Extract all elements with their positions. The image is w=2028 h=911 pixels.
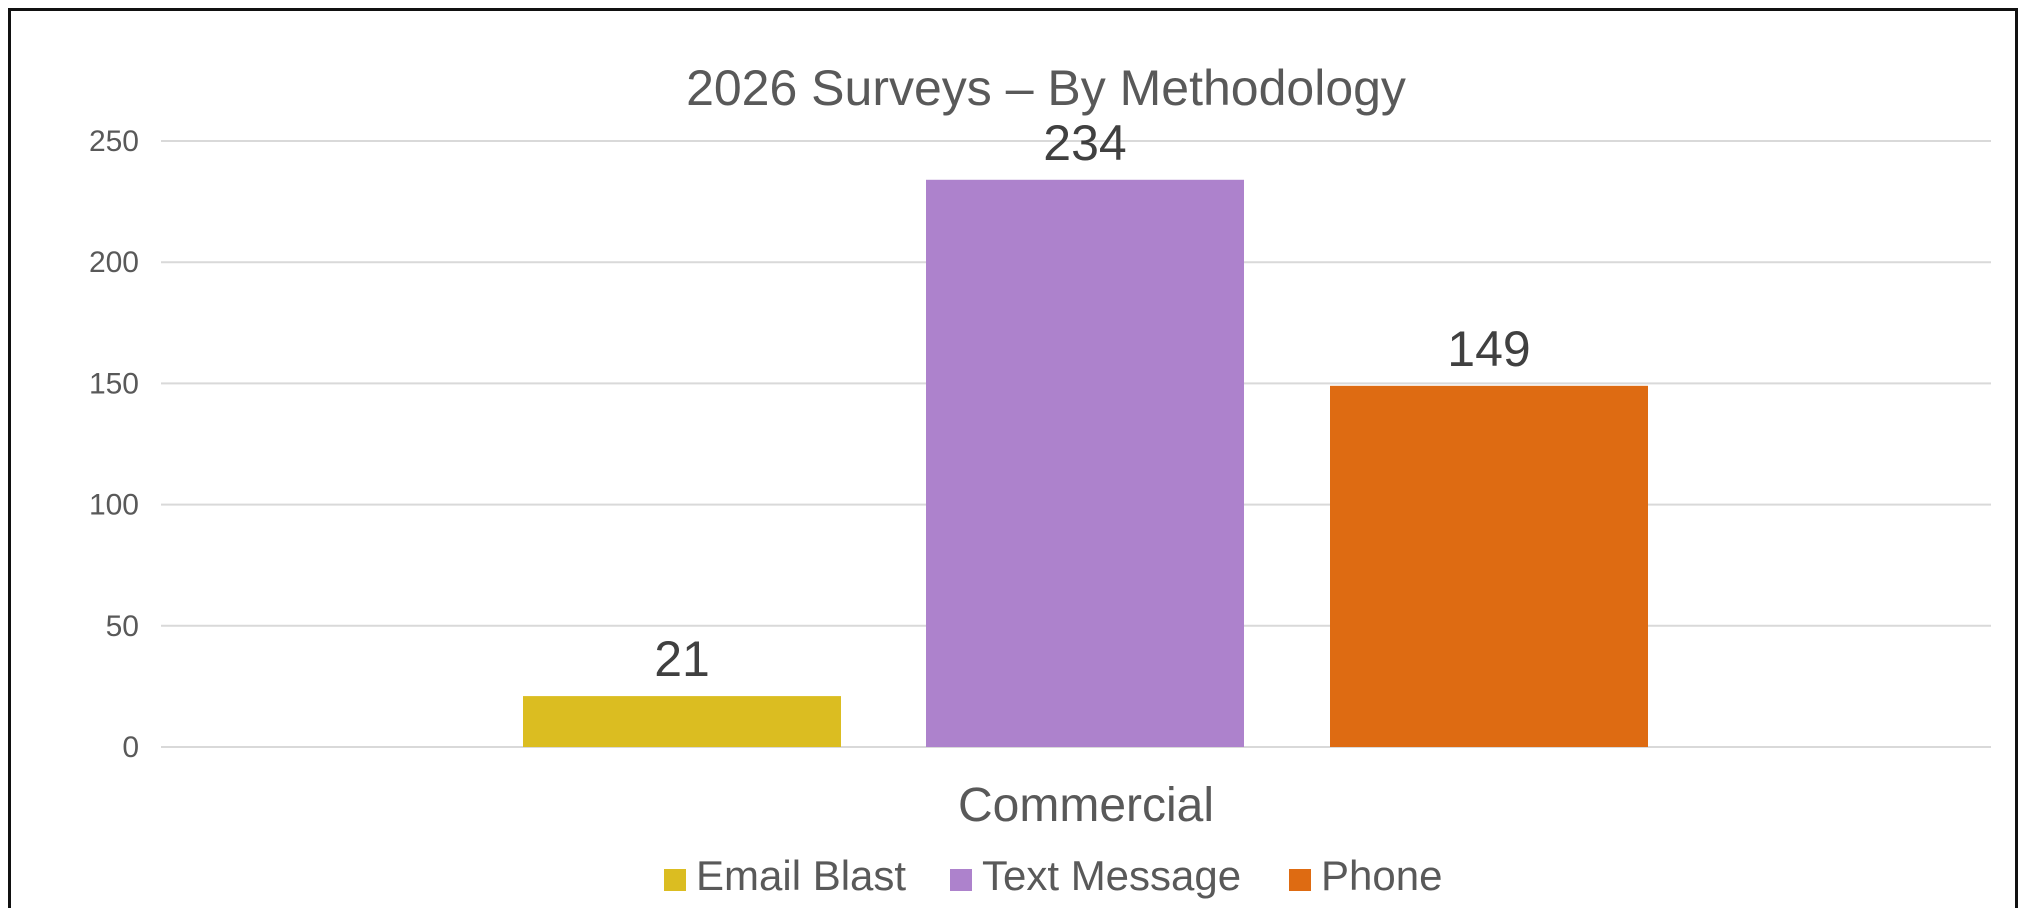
chart-frame: 2026 Surveys – By Methodology 0 50 100 150 2… xyxy=(8,8,2018,908)
legend: Email Blast Text Message Phone xyxy=(664,852,1442,899)
y-tick-label: 150 xyxy=(89,367,139,400)
bar-chart: 2026 Surveys – By Methodology 0 50 100 150 2… xyxy=(89,60,1991,899)
data-label: 149 xyxy=(1447,321,1530,377)
data-label: 21 xyxy=(654,631,710,687)
legend-label: Phone xyxy=(1321,852,1442,899)
legend-swatch xyxy=(950,869,972,891)
legend-label: Text Message xyxy=(982,852,1241,899)
y-tick-label: 50 xyxy=(106,610,139,643)
legend-swatch xyxy=(1289,869,1311,891)
y-tick-label: 200 xyxy=(89,246,139,279)
legend-label: Email Blast xyxy=(696,852,906,899)
bar-text-message xyxy=(926,179,1244,747)
legend-swatch xyxy=(664,869,686,891)
y-tick-label: 0 xyxy=(122,731,139,764)
y-tick-label: 250 xyxy=(89,125,139,158)
bar-phone xyxy=(1330,385,1648,747)
chart-title: 2026 Surveys – By Methodology xyxy=(686,60,1406,116)
y-axis-ticks: 0 50 100 150 200 250 xyxy=(89,125,139,764)
y-tick-label: 100 xyxy=(89,489,139,522)
bar-email-blast xyxy=(523,696,841,747)
x-axis-categories: Commercial xyxy=(958,779,1214,832)
x-category-label: Commercial xyxy=(958,779,1214,832)
data-label: 234 xyxy=(1043,115,1126,171)
data-labels: 21 234 149 xyxy=(654,115,1531,687)
bars xyxy=(523,179,1648,747)
